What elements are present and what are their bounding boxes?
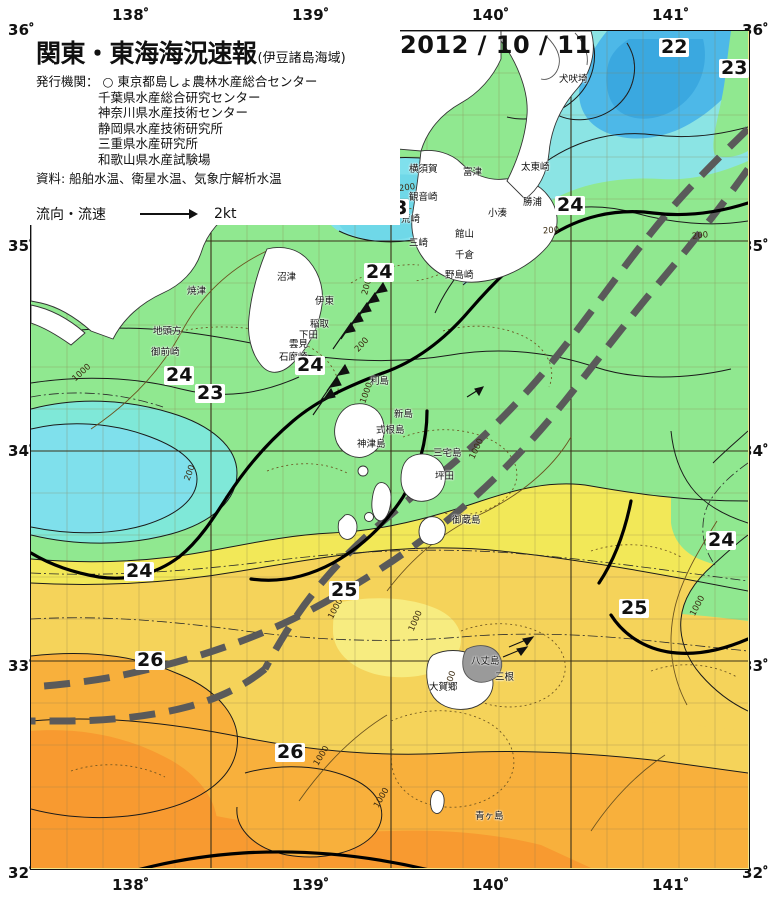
current-legend: 流向・流速 2kt	[36, 204, 400, 224]
issuer-3: 静岡県水産技術研究所	[98, 120, 224, 136]
place-label-shimoda: 下田	[299, 330, 319, 341]
isotherm-label-24-izu-e: 24	[364, 261, 395, 283]
issuer-0: 東京都島しょ農林水産総合センター	[117, 74, 318, 89]
place-label-yaizu: 焼津	[187, 286, 207, 297]
place-label-numazu: 沼津	[277, 272, 297, 283]
issuer-first-line: 発行機関： ○ 東京都島しょ農林水産総合センター	[36, 74, 400, 90]
place-label-arasaki: 荒崎	[401, 214, 421, 225]
issuer-bullet-icon: ○	[102, 74, 114, 89]
place-label-katsuura: 勝浦	[523, 197, 543, 208]
place-label-okago: 大賀郷	[429, 682, 458, 693]
lat-tick-right-33: 33゜	[742, 657, 779, 675]
place-label-yokosuka: 横須賀	[409, 164, 438, 175]
place-label-toshima: 利島	[370, 376, 390, 387]
data-source-note: 資料: 船舶水温、衛星水温、気象庁解析水温	[36, 171, 282, 186]
place-label-tateyama: 館山	[455, 229, 475, 240]
lat-tick-right-34: 34゜	[742, 442, 779, 460]
isotherm-label-23-west: 23	[195, 382, 226, 404]
lat-tick-right-32: 32゜	[742, 864, 779, 882]
issuer-5: 和歌山県水産試験場	[98, 151, 211, 167]
isotherm-label-24-boso: 24	[555, 194, 586, 216]
isotherm-label-26-south: 26	[275, 741, 306, 763]
place-label-misaki: 三崎	[409, 238, 429, 249]
place-label-kannonzaki: 観音崎	[409, 192, 438, 203]
lat-tick-right-35: 35゜	[742, 237, 779, 255]
place-label-inubosaki: 犬吠埼	[559, 74, 588, 85]
isotherm-label-24-izu-s: 24	[295, 354, 326, 376]
place-label-omaezaki: 御前崎	[151, 347, 180, 358]
place-label-miyakejima: 三宅島	[433, 448, 462, 459]
issuer-block: 発行機関： ○ 東京都島しょ農林水産総合センター 千葉県水産総合研究センター 神…	[36, 74, 400, 167]
issuer-2: 神奈川県水産技術センター	[98, 105, 249, 120]
issuer-1: 千葉県水産総合研究センター	[98, 89, 261, 105]
report-header-panel: 関東・東海海況速報 (伊豆諸島海域) 発行機関： ○ 東京都島しょ農林水産総合セ…	[30, 30, 400, 225]
place-label-niijima: 新島	[394, 409, 414, 420]
place-label-nojimazaki: 野島崎	[445, 270, 474, 281]
depth-contours-1000m	[90, 248, 718, 832]
page-title: 関東・東海海況速報	[36, 39, 257, 68]
arrow-right-icon	[140, 208, 198, 220]
issuer-label: 発行機関：	[36, 74, 99, 89]
place-label-aogashima: 青ヶ島	[475, 811, 504, 822]
lon-tick-bottom-139: 139゜	[292, 876, 340, 894]
isotherm-label-25-east: 25	[619, 597, 650, 619]
place-label-hachijojima: 八丈島	[471, 656, 500, 667]
place-label-mitsune: 三根	[495, 672, 515, 683]
lon-tick-bottom-140: 140゜	[472, 876, 520, 894]
lon-tick-top-140: 140゜	[472, 6, 520, 24]
place-label-kumomi: 雲見	[289, 339, 309, 350]
place-label-kozushima: 神津島	[357, 439, 386, 450]
lon-tick-top-141: 141゜	[652, 6, 700, 24]
place-label-futtsu: 富津	[463, 167, 483, 178]
lon-tick-top-138: 138゜	[112, 6, 160, 24]
page-subtitle: (伊豆諸島海域)	[257, 51, 346, 66]
place-label-mikurajima: 御蔵島	[452, 515, 481, 526]
current-arrows	[312, 281, 535, 658]
place-label-jitogata: 地頭方	[153, 326, 182, 337]
issuer-4: 三重県水産研究所	[98, 136, 199, 151]
lon-tick-bottom-138: 138゜	[112, 876, 160, 894]
lon-tick-top-139: 139゜	[292, 6, 340, 24]
place-label-tsubota: 坪田	[435, 471, 455, 482]
lon-tick-bottom-141: 141゜	[652, 876, 700, 894]
isotherm-label-25-center: 25	[329, 579, 360, 601]
isotherm-label-26-sw: 26	[135, 649, 166, 671]
place-label-chikura: 千倉	[455, 250, 475, 261]
isotherm-label-24-west: 24	[164, 364, 195, 386]
place-label-inatori: 稲取	[310, 319, 330, 330]
report-date: 2012 / 10 / 11	[400, 31, 592, 59]
current-legend-label: 流向・流速	[36, 207, 106, 223]
isotherm-label-22-ne: 22	[659, 36, 690, 58]
place-label-shikinejima: 式根島	[376, 425, 405, 436]
depth-label-200-east: 200	[691, 230, 709, 242]
current-legend-scale: 2kt	[214, 206, 237, 222]
lat-tick-right-36: 36゜	[742, 21, 779, 39]
title-row: 関東・東海海況速報 (伊豆諸島海域)	[36, 34, 400, 70]
isotherm-label-24-sw: 24	[124, 560, 155, 582]
isotherm-label-24-east: 24	[706, 529, 737, 551]
place-label-taitozaki: 太東崎	[521, 162, 550, 173]
outlying-coast-sketch	[540, 32, 588, 80]
place-label-irozaki: 石廊崎	[279, 352, 308, 363]
place-label-ito: 伊東	[315, 296, 335, 307]
depth-label-200-boso: 200	[542, 225, 560, 237]
place-label-kominato: 小湊	[488, 208, 508, 219]
isotherm-label-23-ne: 23	[719, 57, 749, 79]
